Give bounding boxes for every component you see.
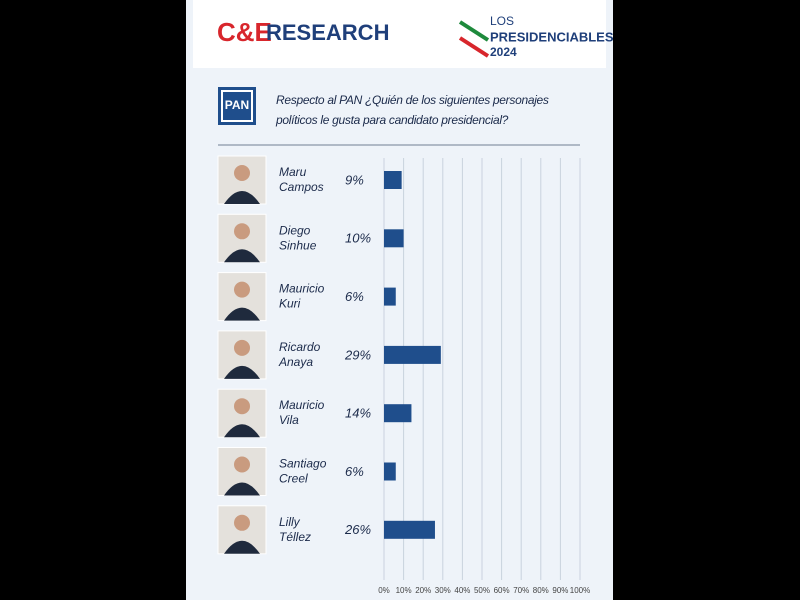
flag: [458, 20, 490, 58]
category-line: Sinhue: [279, 238, 317, 252]
bar: [384, 171, 402, 189]
photo: [217, 388, 267, 438]
event-line: 2024: [490, 45, 517, 59]
category-label: Lilly Téllez: [279, 515, 311, 544]
x-tick-label: 80%: [533, 586, 549, 595]
category-label: Santiago Creel: [279, 457, 327, 486]
photo-head: [234, 398, 250, 415]
photo-body: [224, 482, 260, 496]
photo-body: [224, 307, 260, 321]
photo-head: [234, 165, 250, 181]
category-line: Anaya: [278, 355, 313, 369]
photo-body: [224, 540, 260, 554]
photo: [217, 330, 267, 380]
value-label: 6%: [345, 289, 364, 304]
event-line: LOS: [490, 14, 514, 28]
category-line: Mauricio: [279, 398, 325, 412]
bar: [384, 229, 404, 248]
x-tick-label: 60%: [494, 586, 510, 595]
value-label: 29%: [344, 347, 371, 362]
category-line: Ricardo: [279, 340, 321, 354]
photo: [217, 447, 267, 496]
category-line: Lilly: [279, 515, 301, 529]
category-label: Mauricio Vila: [279, 398, 325, 427]
x-tick-label: 90%: [552, 586, 568, 595]
photo-head: [234, 514, 250, 531]
category-label: Mauricio Kuri: [279, 282, 325, 311]
party-logo: [218, 87, 256, 125]
x-tick-label: 100%: [570, 586, 590, 595]
category-line: Kuri: [279, 297, 301, 311]
bar: [384, 462, 396, 481]
photo-body: [224, 365, 260, 379]
x-tick-label: 30%: [435, 586, 451, 595]
photo-body: [224, 424, 260, 438]
value-label: 9%: [345, 172, 364, 187]
category-line: Creel: [279, 472, 308, 486]
x-tick-label: 40%: [454, 586, 470, 595]
brand-b: RESEARCH: [266, 20, 389, 45]
event-line: PRESIDENCIABLES: [490, 29, 614, 44]
category-label: Ricardo Anaya: [278, 340, 321, 369]
x-tick-label: 10%: [396, 586, 412, 595]
photo-head: [234, 339, 250, 356]
category-line: Campos: [279, 180, 324, 194]
photo-body: [224, 191, 260, 204]
photo-head: [234, 456, 250, 473]
category-line: Vila: [279, 413, 299, 427]
party-logo-frame: [221, 90, 253, 122]
header: [193, 0, 606, 68]
value-label: 10%: [345, 231, 371, 246]
bar: [384, 345, 441, 364]
bar: [384, 287, 396, 306]
x-tick-label: 70%: [513, 586, 529, 595]
photo: [217, 272, 267, 322]
photo: [217, 213, 267, 263]
category-line: Téllez: [279, 530, 311, 544]
value-label: 14%: [345, 406, 371, 421]
x-tick-label: 50%: [474, 586, 490, 595]
category-line: Santiago: [279, 457, 327, 471]
bar: [384, 404, 412, 423]
party-name: PAN: [225, 98, 249, 112]
photo: [217, 505, 267, 555]
category-line: Maru: [279, 165, 307, 179]
category-label: Diego Sinhue: [279, 223, 317, 252]
category-line: Mauricio: [279, 282, 325, 296]
bar: [384, 520, 435, 539]
x-tick-label: 20%: [415, 586, 431, 595]
x-tick-label: 0%: [378, 586, 390, 595]
value-label: 26%: [344, 522, 371, 537]
brand-a: C&E: [217, 17, 272, 47]
question: Respecto al PAN ¿Quién de los siguientes…: [276, 93, 549, 127]
category-label: Maru Campos: [279, 165, 324, 194]
value-label: 6%: [345, 464, 364, 479]
category-line: Diego: [279, 223, 311, 237]
photo: [217, 155, 267, 205]
photo-head: [234, 281, 250, 298]
photo-body: [224, 249, 260, 263]
photo-head: [234, 223, 250, 240]
